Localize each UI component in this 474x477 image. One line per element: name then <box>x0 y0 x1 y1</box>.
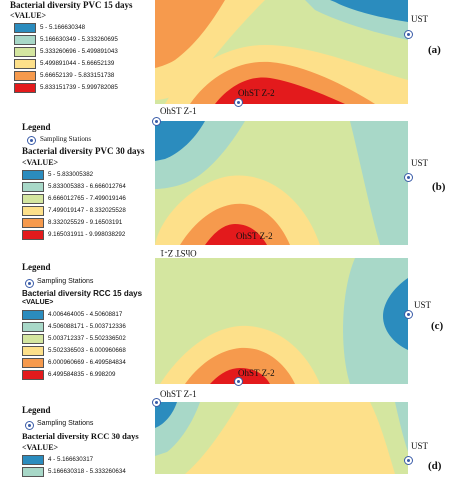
station-marker-ust-c <box>404 310 413 319</box>
legend-range: 4.506088171 - 5.003712336 <box>48 323 126 330</box>
legend-value-label-b: <VALUE> <box>22 158 59 167</box>
station-label-ohst-z1-c: OhST Z-1 <box>160 248 197 258</box>
station-label-ust-c: UST <box>414 300 432 310</box>
legend-value-label-c: <VALUE> <box>22 299 54 306</box>
station-label-ust-d: UST <box>411 441 429 451</box>
legend-swatch <box>14 59 36 69</box>
station-marker-ohst-z2-a <box>234 98 243 107</box>
legend-swatch <box>22 194 44 204</box>
map-panel-c <box>155 258 408 384</box>
legend-title-d: Legend <box>22 405 51 415</box>
legend-layer-title-a: Bacterial diversity PVC 15 days <box>10 0 133 10</box>
panel-letter-a: (a) <box>428 44 441 56</box>
legend-swatch <box>22 218 44 228</box>
legend-range: 4 - 5.166630317 <box>48 456 94 463</box>
sampling-station-icon-d <box>25 421 34 430</box>
legend-range: 5.333260696 - 5.499891043 <box>40 48 118 55</box>
legend-range: 9.165031911 - 9.998038292 <box>48 231 126 238</box>
panel-letter-d: (d) <box>428 460 442 472</box>
station-label-ohst-z1-b: OhST Z-1 <box>160 106 197 116</box>
legend-swatch <box>22 467 44 477</box>
legend-range: 5.003712337 - 5.502336502 <box>48 335 126 342</box>
legend-swatch <box>22 170 44 180</box>
legend-swatch <box>22 455 44 465</box>
station-marker-ust-a <box>404 30 413 39</box>
legend-swatch <box>22 182 44 192</box>
panel-letter-b: (b) <box>432 181 446 193</box>
legend-swatch <box>14 47 36 57</box>
legend-layer-title-c: Bacterial diversity RCC 15 days <box>22 289 143 298</box>
legend-swatch <box>22 322 44 332</box>
legend-swatch <box>22 206 44 216</box>
legend-value-label-d: <VALUE> <box>22 443 59 452</box>
legend-swatch <box>14 83 36 93</box>
legend-value-label-a: <VALUE> <box>10 11 47 20</box>
sampling-station-icon-b <box>27 136 36 145</box>
legend-stations-label-d: Sampling Stations <box>37 420 94 427</box>
station-label-ohst-z2-b: OhST Z-2 <box>236 231 273 241</box>
legend-stations-label-c: Sampling Stations <box>37 278 94 285</box>
legend-range: 8.332025529 - 9.16503191 <box>48 219 123 226</box>
legend-range: 5.499891044 - 5.66652139 <box>40 60 115 67</box>
station-label-ohst-z2-c: OhST Z-2 <box>238 368 275 378</box>
sampling-station-icon-c <box>25 279 34 288</box>
legend-swatch <box>22 334 44 344</box>
map-panel-a <box>155 0 408 104</box>
station-marker-ust-b <box>404 173 413 182</box>
station-marker-ohst-z2-c <box>234 377 243 386</box>
legend-swatch <box>22 346 44 356</box>
legend-range: 5.166630318 - 5.333260634 <box>48 468 126 475</box>
legend-swatch <box>14 71 36 81</box>
station-label-ust-a: UST <box>411 14 429 24</box>
legend-range: 5.502336503 - 6.000960668 <box>48 347 126 354</box>
station-label-ohst-z2-a: OhST Z-2 <box>238 88 275 98</box>
legend-range: 5.166630349 - 5.333260695 <box>40 36 118 43</box>
legend-range: 6.000960669 - 6.499584834 <box>48 359 126 366</box>
legend-range: 5.833151739 - 5.999782085 <box>40 84 118 91</box>
legend-swatch <box>22 230 44 240</box>
legend-swatch <box>14 23 36 33</box>
station-marker-ust-d <box>404 456 413 465</box>
panel-letter-c: (c) <box>431 320 444 332</box>
legend-range: 6.499584835 - 6.998209 <box>48 371 116 378</box>
legend-range: 5.833005383 - 6.666012764 <box>48 183 126 190</box>
legend-swatch <box>22 310 44 320</box>
legend-swatch <box>22 358 44 368</box>
legend-range: 5 - 5.833005382 <box>48 171 94 178</box>
legend-stations-label-b: Sampling Stations <box>40 135 92 143</box>
legend-range: 5 - 5.166630348 <box>40 24 86 31</box>
station-marker-ohst-z1-d <box>152 398 161 407</box>
station-label-ust-b: UST <box>411 158 429 168</box>
legend-title-b: Legend <box>22 122 51 132</box>
legend-swatch <box>22 370 44 380</box>
map-panel-b <box>155 121 408 245</box>
legend-swatch <box>14 35 36 45</box>
legend-range: 5.66652139 - 5.833151738 <box>40 72 115 79</box>
map-panel-d <box>155 402 408 474</box>
legend-range: 6.666012765 - 7.499019146 <box>48 195 126 202</box>
legend-layer-title-d: Bacterial diversity RCC 30 days <box>22 431 139 441</box>
legend-layer-title-b: Bacterial diversity PVC 30 days <box>22 146 145 156</box>
legend-title-c: Legend <box>22 262 51 272</box>
legend-range: 7.499019147 - 8.332025528 <box>48 207 126 214</box>
legend-range: 4.006464005 - 4.50608817 <box>48 311 123 318</box>
station-label-ohst-z1-d: OhST Z-1 <box>160 389 197 399</box>
station-marker-ohst-z1-b <box>152 117 161 126</box>
